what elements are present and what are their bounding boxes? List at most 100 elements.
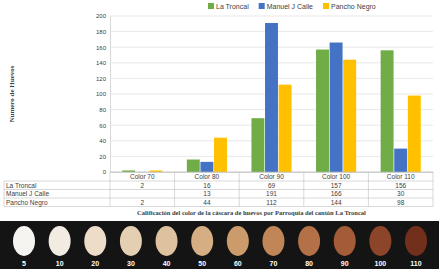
bar-group <box>316 50 329 172</box>
y-tick-label: 80 <box>99 107 106 113</box>
bar-group <box>381 50 394 172</box>
table-value: 112 <box>266 199 277 206</box>
x-tick-label: Color 100 <box>322 173 351 180</box>
egg <box>334 226 356 256</box>
bar <box>265 23 278 172</box>
bar-group <box>408 96 421 172</box>
data-table: La Troncal21669157156Manuel J Calle13191… <box>4 172 433 207</box>
egg-scale: 5102030405060708090100110 <box>0 221 439 269</box>
x-tick-label: Color 70 <box>130 173 155 180</box>
bar-group <box>343 60 356 172</box>
legend: La Troncal Manuel J Calle Pancho Negro <box>208 3 376 11</box>
grid <box>110 16 433 172</box>
legend-label: Manuel J Calle <box>267 3 313 10</box>
egg-label: 110 <box>410 260 421 267</box>
bar <box>381 50 394 172</box>
egg <box>84 226 106 256</box>
y-tick: 120 <box>96 76 110 82</box>
table-value: 30 <box>397 190 405 197</box>
table-row-label: La Troncal <box>6 182 37 189</box>
y-tick: 60 <box>99 123 110 129</box>
x-tick-label: Color 80 <box>195 173 220 180</box>
table-value: 16 <box>203 182 211 189</box>
bars <box>122 23 421 172</box>
y-axis-line <box>110 17 111 173</box>
y-tick-label: 180 <box>96 29 107 35</box>
x-tick: Color 80 <box>195 172 220 180</box>
x-tick: Color 110 <box>387 172 415 180</box>
bar-group <box>265 23 278 172</box>
egg-label: 70 <box>270 260 278 267</box>
y-tick: 180 <box>96 29 110 35</box>
bar-group <box>214 138 227 172</box>
y-tick: 200 <box>96 13 110 19</box>
bar-group <box>394 149 407 172</box>
table-value: 2 <box>140 199 144 206</box>
x-tick: Color 90 <box>259 172 284 180</box>
table-value: 191 <box>266 190 277 197</box>
egg <box>298 226 320 256</box>
egg <box>191 226 213 256</box>
legend-label: Pancho Negro <box>331 3 376 11</box>
egg <box>405 226 427 256</box>
y-tick: 20 <box>99 154 110 160</box>
table-row-label: Manuel J Calle <box>6 190 49 197</box>
table-line <box>303 172 304 207</box>
table-line <box>368 172 369 207</box>
table-value: 98 <box>397 199 405 206</box>
bar <box>214 138 227 172</box>
egg <box>227 226 249 256</box>
egg <box>369 226 391 256</box>
x-axis: Color 70 Color 80 Color 90 Color 100 Color 1… <box>111 172 434 180</box>
egg-label: 60 <box>234 260 242 267</box>
bar-group <box>200 162 213 172</box>
legend-label: La Troncal <box>216 3 249 10</box>
bar <box>330 43 343 172</box>
egg-label: 30 <box>127 260 135 267</box>
table-value: 69 <box>268 182 276 189</box>
bar <box>187 160 200 172</box>
egg-label: 40 <box>163 260 171 267</box>
table-line <box>433 172 434 207</box>
x-tick: Color 100 <box>322 172 351 180</box>
x-tick: Color 70 <box>130 172 155 180</box>
y-tick-label: 100 <box>96 91 107 97</box>
y-tick-label: 40 <box>99 138 106 144</box>
bar-group <box>330 43 343 172</box>
y-tick: 40 <box>99 138 110 144</box>
y-tick: 160 <box>96 45 110 51</box>
y-axis-title: Numero de Huevos <box>8 65 16 122</box>
egg <box>49 226 71 256</box>
table-line <box>174 172 175 207</box>
y-axis: 0 20 40 60 80 100 120 140 160 180 200 <box>96 13 111 175</box>
table-line <box>4 181 5 207</box>
bar <box>408 96 421 172</box>
table-line <box>239 172 240 207</box>
bar <box>343 60 356 172</box>
egg <box>120 226 142 256</box>
x-tick-label: Color 110 <box>387 173 415 180</box>
egg <box>262 226 284 256</box>
egg-label: 5 <box>22 260 26 267</box>
y-tick-label: 140 <box>96 60 107 66</box>
egg-label: 80 <box>305 260 313 267</box>
table-value: 144 <box>331 199 342 206</box>
bar-group <box>279 85 292 172</box>
egg-label: 10 <box>56 260 64 267</box>
legend-swatch <box>208 3 214 9</box>
table-value: 157 <box>331 182 342 189</box>
bar-group <box>187 160 200 172</box>
y-tick-label: 20 <box>99 154 106 160</box>
y-tick: 140 <box>96 60 110 66</box>
table-value: 156 <box>395 182 406 189</box>
egg-label: 20 <box>91 260 99 267</box>
legend-swatch <box>323 3 329 9</box>
y-tick-label: 0 <box>103 169 107 175</box>
y-tick-label: 120 <box>96 76 107 82</box>
grid-line <box>110 16 433 17</box>
y-tick-label: 60 <box>99 123 106 129</box>
legend-swatch <box>259 3 265 9</box>
bar <box>279 85 292 172</box>
y-tick-label: 160 <box>96 45 107 51</box>
egg-label: 100 <box>375 260 387 267</box>
